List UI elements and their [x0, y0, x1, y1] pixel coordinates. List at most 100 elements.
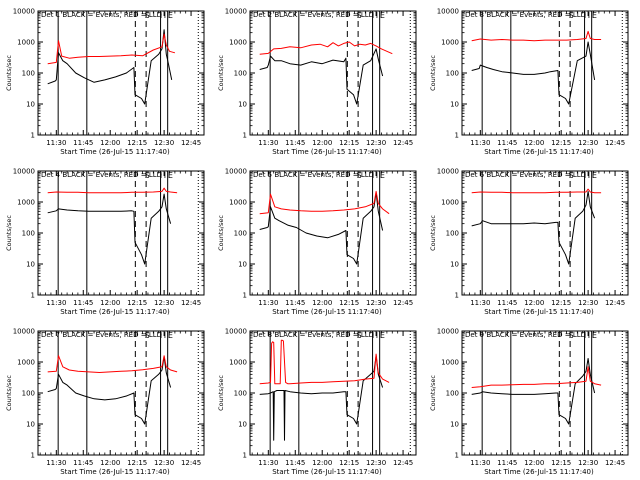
plot-frame	[37, 170, 205, 296]
y-tick-label: 1000	[17, 199, 35, 207]
series-events-line	[47, 356, 172, 425]
panel-title-legend: BLACK = Events, RED = LLD	[272, 11, 374, 19]
x-tick-label: 12:30	[578, 139, 598, 147]
panel-title-legend: BLACK = Events, RED = LLD	[60, 171, 162, 179]
y-tick-label: 10	[450, 101, 459, 109]
panel-title: Det 2 BLACK = Events, RED = LLD	[253, 11, 374, 19]
x-tick-label: 12:15	[551, 139, 571, 147]
y-tick-label: 1	[243, 292, 247, 300]
x-tick-label: 12:30	[366, 459, 386, 467]
x-tick-label: 12:30	[154, 459, 174, 467]
panel-title: Det 5 BLACK = Events, RED = LLD	[253, 171, 374, 179]
marker-label: I	[588, 331, 590, 340]
x-axis-label: Start Time (26-Jul-15 11:17:40)	[60, 148, 170, 156]
y-axis-label: Counts/sec	[217, 215, 225, 251]
x-tick-label: 12:45	[181, 299, 201, 307]
series-events-line	[259, 48, 384, 105]
marker-label: S	[357, 331, 362, 340]
panel-title-legend: BLACK = Events, RED = LLD	[272, 171, 374, 179]
panel-title-det: Det 4	[41, 171, 61, 179]
x-tick-label: 11:45	[497, 459, 517, 467]
y-tick-label: 100	[22, 390, 35, 398]
panel-title-legend: BLACK = Events, RED = LLD	[60, 331, 162, 339]
y-tick-label: 1	[31, 132, 35, 140]
y-tick-label: 1000	[441, 359, 459, 367]
marker-label: I	[376, 171, 378, 180]
plot-frame	[249, 10, 417, 136]
marker-label: E	[168, 171, 173, 180]
panel-title-det: Det 5	[253, 171, 272, 179]
x-tick-label: 12:15	[339, 459, 359, 467]
series-lld-line	[471, 188, 602, 194]
x-tick-label: 11:45	[285, 139, 305, 147]
panel-det-9: Det 9 BLACK = Events, RED = LLD 1 10 100 100…	[429, 328, 629, 476]
series-events-line	[259, 355, 384, 441]
x-tick-label: 11:30	[46, 139, 66, 147]
x-tick-label: 12:00	[100, 299, 120, 307]
x-tick-label: 12:00	[524, 299, 544, 307]
x-tick-label: 11:45	[285, 299, 305, 307]
x-tick-label: 11:30	[470, 459, 490, 467]
y-tick-label: 10000	[225, 8, 247, 16]
marker-label: I	[160, 11, 162, 20]
marker-label: S	[145, 171, 150, 180]
marker-label: I	[372, 171, 374, 180]
x-tick-label: 11:45	[73, 139, 93, 147]
x-tick-label: 12:45	[393, 139, 413, 147]
y-tick-label: 1000	[229, 199, 247, 207]
series-lld-line	[259, 339, 390, 385]
x-tick-label: 12:15	[127, 139, 147, 147]
marker-label: I	[160, 331, 162, 340]
panel-det-5: Det 5 BLACK = Events, RED = LLD 1 10 100 100…	[217, 168, 417, 316]
marker-label: I	[376, 331, 378, 340]
x-tick-label: 12:45	[393, 459, 413, 467]
marker-label: I	[164, 331, 166, 340]
x-tick-label: 12:15	[551, 299, 571, 307]
series-lld-line	[471, 30, 602, 42]
marker-label: I	[164, 171, 166, 180]
panel-title-legend: BLACK = Events, RED = LLD	[484, 171, 586, 179]
panel-det-4: Det 4 BLACK = Events, RED = LLD 1 10 100 100…	[5, 168, 205, 316]
series-events-line	[471, 41, 596, 105]
x-tick-label: 12:45	[605, 139, 625, 147]
x-tick-label: 11:30	[46, 459, 66, 467]
panel-title-det: Det 7	[41, 331, 60, 339]
panel-title: Det 6 BLACK = Events, RED = LLD	[465, 171, 586, 179]
series-lld-line	[259, 190, 390, 215]
x-tick-label: 12:30	[366, 139, 386, 147]
y-tick-label: 10000	[13, 8, 35, 16]
panel-title: Det 1 BLACK = Events, RED = LLD	[41, 11, 162, 19]
y-axis-label: Counts/sec	[217, 375, 225, 411]
y-tick-label: 100	[446, 70, 459, 78]
panel-title: Det 9 BLACK = Events, RED = LLD	[465, 331, 586, 339]
x-axis-label: Start Time (26-Jul-15 11:17:40)	[60, 308, 170, 316]
x-tick-label: 12:45	[181, 139, 201, 147]
x-axis-label: Start Time (26-Jul-15 11:17:40)	[484, 308, 594, 316]
series-lld-line	[47, 33, 176, 65]
panel-title-det: Det 3	[465, 11, 484, 19]
x-tick-label: 12:15	[339, 139, 359, 147]
y-tick-label: 10	[450, 421, 459, 429]
x-axis-label: Start Time (26-Jul-15 11:17:40)	[60, 468, 170, 476]
x-tick-label: 11:30	[258, 139, 278, 147]
y-axis-label: Counts/sec	[429, 55, 437, 91]
y-tick-label: 10	[238, 101, 247, 109]
x-tick-label: 12:30	[154, 299, 174, 307]
marker-label: S	[569, 331, 574, 340]
panel-title-legend: BLACK = Events, RED = LLD	[484, 11, 586, 19]
panel-title: Det 8 BLACK = Events, RED = LLD	[253, 331, 374, 339]
plot-frame	[461, 330, 629, 456]
x-tick-label: 12:00	[100, 459, 120, 467]
x-tick-label: 12:30	[154, 139, 174, 147]
marker-label: S	[357, 11, 362, 20]
panel-title-det: Det 8	[253, 331, 272, 339]
panel-title-legend: BLACK = Events, RED = LLD	[272, 331, 374, 339]
x-tick-label: 11:45	[497, 139, 517, 147]
panel-title-det: Det 9	[465, 331, 484, 339]
y-tick-label: 1000	[17, 359, 35, 367]
y-tick-label: 1000	[17, 39, 35, 47]
marker-label: E	[592, 331, 597, 340]
marker-label: E	[592, 171, 597, 180]
marker-label: I	[164, 11, 166, 20]
marker-label: S	[357, 171, 362, 180]
